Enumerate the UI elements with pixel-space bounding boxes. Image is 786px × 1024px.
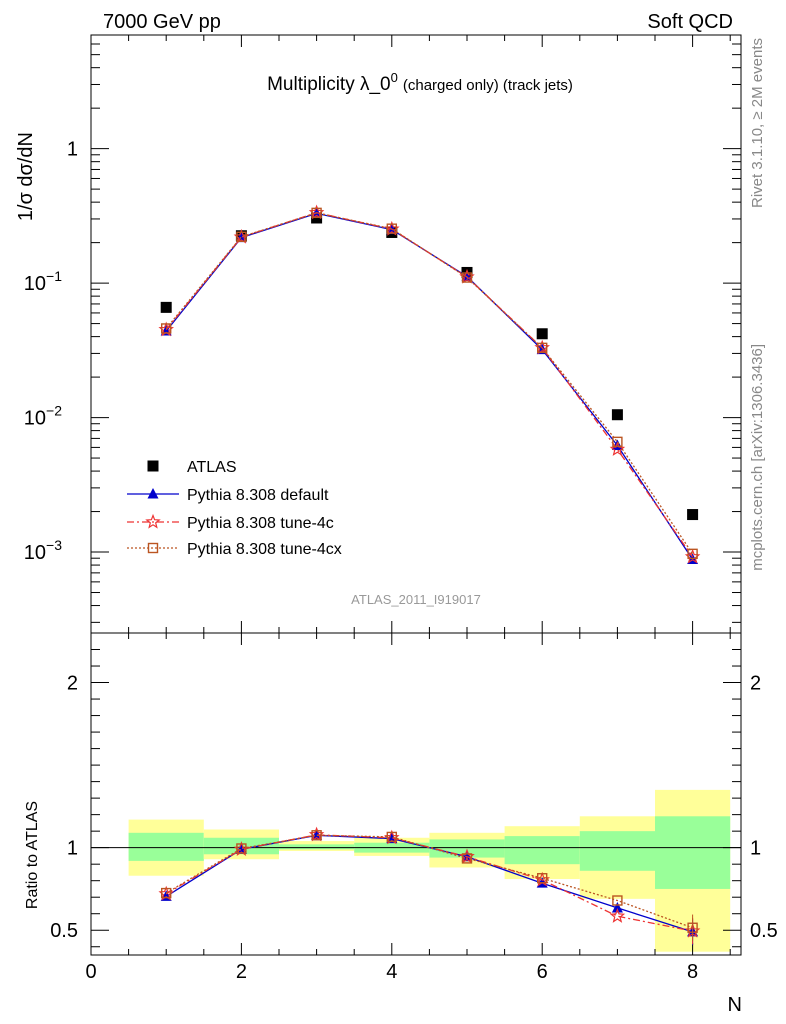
header-right: Soft QCD [647,11,733,33]
uncertainty-band-green [279,844,355,850]
plot-title: Multiplicity λ_00 (charged only) (track j… [267,70,573,95]
point-pythia-8-308-tune-4cx [386,831,397,843]
y-tick-label: 1 [67,139,78,161]
point-atlas [536,328,548,340]
lower-frame [90,632,742,956]
point-pythia-8-308-tune-4cx [461,272,473,283]
legend-label-pythia-8-308-default: Pythia 8.308 default [187,487,329,504]
legend-label-pythia-8-308-tune-4cx: Pythia 8.308 tune-4cx [187,541,342,558]
legend-marker-pythia-8-308-tune-4cx [147,542,159,554]
point-pythia-8-308-tune-4cx [311,830,322,841]
lower-ylabel: Ratio to ATLAS [24,801,41,909]
uncertainty-band-green [579,831,655,871]
x-tick-label: 8 [687,961,698,983]
y-tick-label: 10−1 [24,268,62,295]
point-pythia-8-308-tune-4cx [687,548,698,560]
point-atlas [687,509,699,521]
legend-marker-pythia-8-308-tune-4c [145,513,161,529]
point-pythia-8-308-tune-4cx [612,895,623,906]
point-pythia-8-308-tune-4cx [461,853,473,864]
x-tick-label: 2 [236,961,247,983]
legend-label-atlas: ATLAS [187,459,237,476]
legend: ATLAS Pythia 8.308 default Pythia 8.308 tu… [127,459,342,558]
point-pythia-8-308-tune-4cx [236,843,247,854]
x-tick-label: 4 [386,961,397,983]
point-atlas [611,409,623,421]
uncertainty-band-green [128,832,204,861]
legend-marker-atlas [147,460,159,472]
side-text-top: Rivet 3.1.10, ≥ 2M events [749,38,766,208]
uncertainty-band-green [504,836,580,865]
title-sup: 0 [391,70,398,85]
y-tick-label-left: 2 [67,673,78,695]
series-line-pythia-8-308-tune-4c [165,212,694,558]
series-line-pythia-8-308-default [165,212,694,560]
title-suffix: (charged only) (track jets) [403,77,573,94]
y-tick-label-right: 0.5 [750,920,778,942]
x-tick-label: 0 [85,961,96,983]
lower-panel: 0 2 4 6 8 0.5 0.5 1 1 2 2 [50,632,778,983]
point-pythia-8-308-tune-4cx [236,231,247,242]
point-pythia-8-308-tune-4cx [160,323,172,334]
y-tick-label: 10−2 [24,403,62,430]
point-atlas [160,301,172,313]
upper-panel: 1 10−1 10−2 10−3 [24,34,742,634]
legend-marker-pythia-8-308-default [147,488,159,499]
title-main: Multiplicity λ_0 [267,74,391,95]
point-pythia-8-308-tune-4cx [537,342,548,354]
header-left: 7000 GeV pp [103,11,221,33]
y-tick-label-left: 0.5 [50,920,78,942]
point-pythia-8-308-tune-4c [609,908,626,923]
upper-ylabel: 1/σ dσ/dN [15,132,37,221]
y-tick-label-left: 1 [67,838,78,860]
x-tick-label: 6 [537,961,548,983]
uncertainty-band-green [655,816,731,889]
point-pythia-8-308-tune-4cx [311,207,322,219]
point-pythia-8-308-tune-4cx [537,873,548,884]
legend-label-pythia-8-308-tune-4c: Pythia 8.308 tune-4c [187,515,334,532]
series-line-pythia-8-308-tune-4cx [165,834,693,929]
y-tick-label-right: 2 [750,673,761,695]
point-pythia-8-308-tune-4cx [612,436,623,448]
xlabel: N [728,994,742,1016]
point-pythia-8-308-tune-4cx [386,223,397,234]
y-tick-label-right: 1 [750,838,761,860]
point-pythia-8-308-default [611,901,623,913]
point-pythia-8-308-tune-4cx [160,887,172,899]
point-pythia-8-308-tune-4c [609,441,626,456]
watermark: ATLAS_2011_I919017 [351,592,481,607]
y-tick-label: 10−3 [24,537,62,564]
side-text-bottom: mcplots.cern.ch [arXiv:1306.3436] [749,344,766,571]
